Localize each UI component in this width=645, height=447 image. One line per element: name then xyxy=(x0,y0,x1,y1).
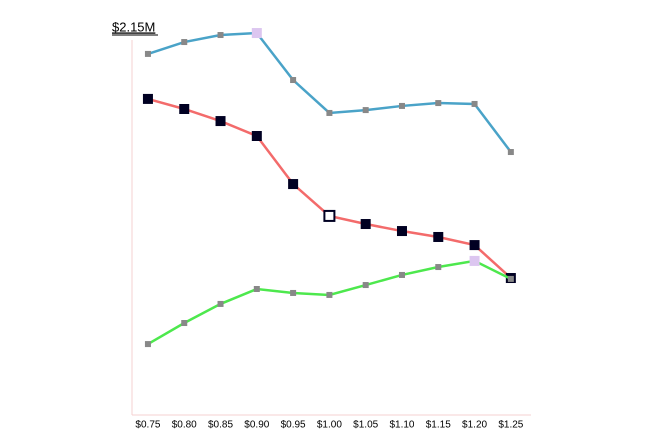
x-tick-label: $0.95 xyxy=(281,420,306,431)
highlight-marker xyxy=(251,28,262,39)
series-line xyxy=(147,259,512,346)
marker xyxy=(181,320,188,327)
marker xyxy=(179,104,190,114)
marker xyxy=(253,286,260,292)
highlight-marker xyxy=(323,209,336,222)
x-tick-label: $1.00 xyxy=(317,420,342,431)
marker xyxy=(398,102,405,109)
x-tick-label: $1.05 xyxy=(353,420,378,431)
marker xyxy=(469,240,480,251)
x-tick-label: $0.75 xyxy=(135,420,160,431)
highlight-marker xyxy=(469,255,480,266)
marker xyxy=(360,219,371,230)
series-line xyxy=(147,31,512,153)
x-tick-label: $0.80 xyxy=(172,420,197,431)
marker xyxy=(326,109,333,116)
marker xyxy=(471,100,478,107)
marker xyxy=(326,291,333,298)
marker xyxy=(507,149,514,156)
x-tick-label: $1.25 xyxy=(498,420,523,431)
marker xyxy=(396,226,407,237)
marker xyxy=(215,116,226,127)
x-tick-label: $0.85 xyxy=(208,420,233,431)
marker xyxy=(181,39,188,46)
x-tick-label: $1.15 xyxy=(426,420,451,431)
marker xyxy=(290,289,297,296)
marker xyxy=(217,32,224,39)
marker xyxy=(433,231,444,242)
marker xyxy=(435,264,442,271)
marker xyxy=(362,282,369,289)
marker xyxy=(362,107,369,114)
marker xyxy=(217,300,224,307)
marker xyxy=(507,275,514,282)
marker xyxy=(290,77,297,84)
marker xyxy=(288,179,299,190)
x-tick-label: $1.10 xyxy=(389,420,414,431)
x-tick-label: $1.20 xyxy=(462,420,487,431)
y-tick-label: $2.15M xyxy=(112,19,155,34)
marker xyxy=(142,93,153,104)
marker xyxy=(144,50,151,57)
marker xyxy=(435,100,442,107)
marker xyxy=(144,341,151,348)
marker xyxy=(251,131,262,141)
marker xyxy=(398,271,405,278)
x-tick-label: $0.90 xyxy=(244,420,269,431)
series-line xyxy=(147,97,512,279)
